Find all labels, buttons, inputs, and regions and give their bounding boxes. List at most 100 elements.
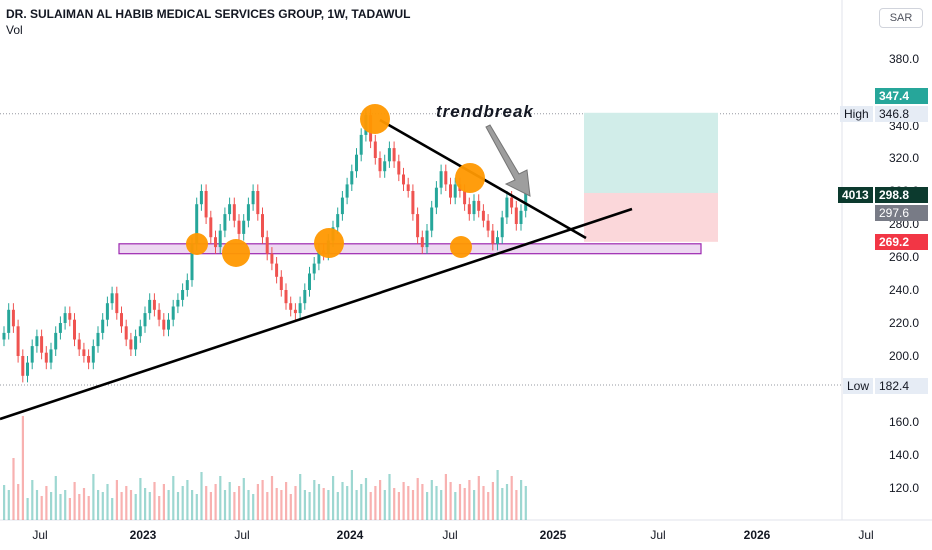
- volume-bar: [303, 490, 306, 520]
- ascending-trendline: [0, 207, 633, 421]
- volume-bar: [26, 498, 29, 520]
- candle-body: [181, 290, 185, 300]
- candle-body: [138, 326, 142, 337]
- volume-bar: [233, 492, 236, 520]
- volume-bar: [214, 484, 217, 520]
- volume-bar: [78, 494, 81, 520]
- candle-body: [284, 290, 288, 304]
- x-tick-label: Jul: [32, 528, 47, 542]
- currency-button[interactable]: SAR: [879, 8, 923, 28]
- volume-bar: [346, 486, 349, 520]
- candle-body: [378, 158, 382, 172]
- candle-body: [275, 263, 279, 277]
- candle-body: [336, 214, 340, 228]
- candle-body: [373, 141, 377, 158]
- volume-bar: [270, 476, 274, 520]
- volume-bar: [313, 480, 316, 520]
- candle-body: [411, 191, 415, 215]
- candle-body: [176, 299, 180, 307]
- volume-bar: [3, 485, 6, 520]
- volume-bar: [148, 492, 151, 520]
- volume-bar: [97, 490, 100, 520]
- candle-body: [134, 336, 138, 350]
- candle-body: [279, 276, 283, 290]
- candle-body: [425, 230, 429, 248]
- candle-body: [148, 299, 152, 314]
- candle-body: [96, 332, 100, 347]
- candle-body: [185, 280, 189, 290]
- volume-bar: [219, 476, 222, 520]
- volume-bar: [501, 488, 504, 520]
- candle-body: [500, 217, 504, 238]
- candle-body: [105, 303, 109, 320]
- volume-bar: [407, 486, 410, 520]
- candle-body: [308, 273, 311, 290]
- candle-body: [491, 230, 495, 244]
- volume-bar: [45, 486, 48, 520]
- volume-bar: [515, 490, 518, 520]
- x-tick-label: 2024: [337, 528, 364, 542]
- volume-bar: [158, 496, 161, 520]
- x-tick-label: 2025: [540, 528, 567, 542]
- y-tick-label: 160.0: [889, 415, 919, 429]
- volume-bar: [68, 498, 71, 520]
- candle-body: [519, 210, 523, 224]
- volume-bar: [191, 490, 194, 520]
- volume-bar: [421, 484, 424, 520]
- candle-body: [129, 339, 133, 350]
- y-tick-label: 240.0: [889, 283, 919, 297]
- volume-bar: [195, 494, 198, 520]
- candle-body: [30, 346, 34, 363]
- volume-bar: [7, 490, 10, 520]
- volume-bar: [125, 486, 128, 520]
- candle-body: [481, 210, 485, 221]
- volume-bar: [223, 490, 227, 520]
- high-price-tag: 346.8: [875, 106, 928, 122]
- candle-body: [68, 313, 72, 320]
- candle-body: [387, 148, 391, 162]
- volume-bar: [454, 492, 457, 520]
- x-tick-label: Jul: [858, 528, 873, 542]
- low-price-tag: 182.4: [875, 378, 928, 394]
- x-tick-label: 2026: [744, 528, 771, 542]
- volume-bar: [416, 478, 419, 520]
- volume-bar: [285, 482, 288, 520]
- volume-bar: [64, 490, 67, 520]
- volume-bar: [430, 480, 433, 520]
- volume-bar: [181, 486, 184, 520]
- pivot-marker: [186, 233, 208, 255]
- volume-bar: [482, 486, 485, 520]
- candle-body: [496, 237, 499, 244]
- y-tick-label: 220.0: [889, 316, 919, 330]
- candle-body: [44, 352, 48, 363]
- volume-bar: [172, 476, 175, 520]
- volume-bar: [59, 494, 62, 520]
- candle-body: [383, 161, 387, 172]
- candle-body: [237, 220, 241, 234]
- x-tick-label: Jul: [442, 528, 457, 542]
- candle-body: [152, 299, 156, 310]
- candle-body: [162, 319, 166, 330]
- volume-bar: [134, 494, 137, 520]
- candle-body: [124, 326, 128, 340]
- volume-bar: [144, 488, 147, 520]
- volume-bar: [402, 482, 405, 520]
- volume-bar: [289, 494, 292, 520]
- volume-bar: [256, 484, 259, 520]
- candle-body: [214, 237, 217, 248]
- candle-body: [453, 184, 457, 198]
- volume-bar: [350, 470, 353, 520]
- candle-body: [486, 220, 490, 231]
- pivot-marker: [455, 163, 485, 193]
- candle-body: [350, 171, 354, 185]
- volume-bar: [360, 484, 363, 520]
- stop-price-tag: 269.2: [875, 234, 928, 250]
- y-tick-label: 340.0: [889, 119, 919, 133]
- candle-body: [110, 293, 114, 304]
- candle-body: [7, 309, 11, 333]
- volume-bar: [162, 484, 165, 520]
- candle-body: [63, 313, 67, 323]
- volume-bar: [275, 488, 278, 520]
- target-zone: [584, 112, 718, 193]
